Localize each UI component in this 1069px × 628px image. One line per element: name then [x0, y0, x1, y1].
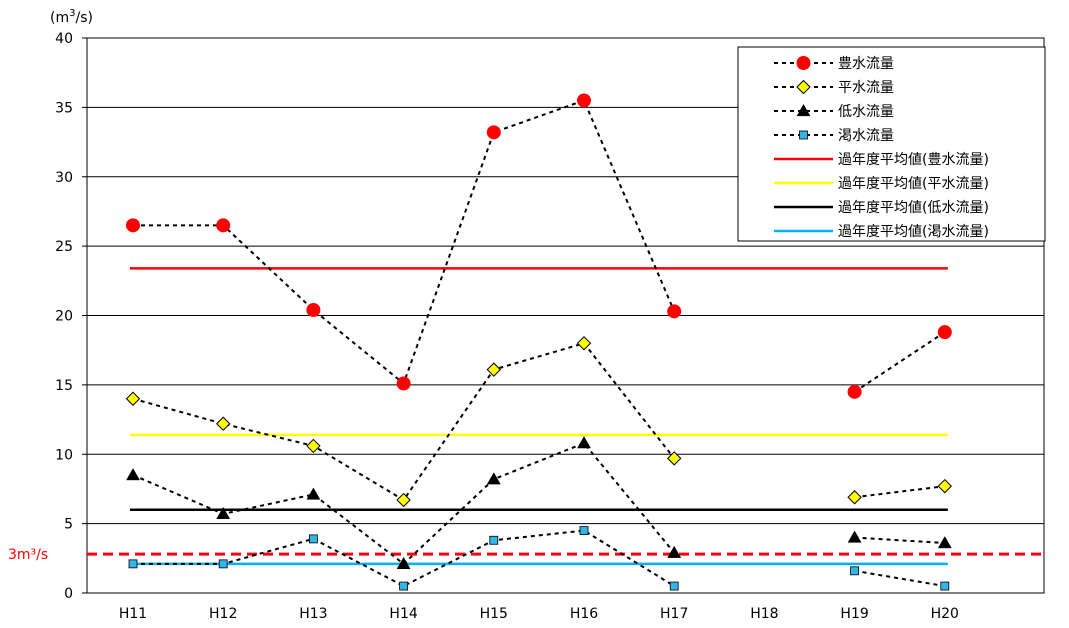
series-3-point-h12 — [218, 559, 228, 569]
series-1-point-h15 — [486, 362, 502, 377]
legend-item-1: 平水流量 — [774, 79, 894, 96]
reference-line: 3m³/s — [8, 547, 1044, 563]
y-tick-label-40: 40 — [55, 31, 73, 47]
legend-label-0: 豊水流量 — [838, 56, 894, 72]
series-3-point-h16 — [579, 526, 589, 535]
legend-swatch-marker-2 — [796, 103, 811, 117]
series-3 — [128, 526, 950, 591]
x-tick-label-h11: H11 — [119, 606, 147, 622]
series-1-point-h20 — [937, 478, 953, 494]
series-0-point-h14 — [396, 376, 411, 391]
y-tick-label-20: 20 — [55, 309, 73, 325]
series-2-point-h16 — [577, 436, 591, 449]
series-3-point-h14 — [399, 581, 409, 591]
series-2-point-h12 — [216, 506, 231, 520]
legend-label-4: 過年度平均値(豊水流量) — [838, 152, 989, 168]
y-axis-ticks: 0 5 10 15 20 25 30 35 40 — [55, 31, 87, 602]
legend-label-3: 渇水流量 — [838, 128, 894, 144]
y-tick-label-0: 0 — [64, 586, 73, 602]
legend-swatch-marker-0 — [796, 56, 811, 70]
series-0-point-h13 — [306, 302, 321, 317]
series-1-point-h12 — [215, 416, 231, 431]
series-2-point-h20 — [937, 536, 952, 549]
series-3-point-h11 — [128, 559, 138, 569]
series-1-point-h16 — [576, 336, 592, 351]
series-0-point-h16 — [577, 93, 591, 108]
series-2-point-h14 — [396, 556, 411, 569]
x-tick-label-h20: H20 — [931, 606, 959, 622]
legend-box — [737, 46, 1046, 242]
x-tick-label-h16: H16 — [570, 606, 598, 622]
series-0-point-h15 — [486, 125, 501, 140]
y-tick-label-35: 35 — [55, 100, 73, 116]
series-3-point-h20 — [940, 581, 950, 591]
legend-item-6: 過年度平均値(低水流量) — [774, 200, 989, 216]
y-tick-label-15: 15 — [55, 378, 73, 394]
series-3-point-h13 — [308, 534, 318, 544]
series-0 — [126, 93, 952, 399]
legend-item-4: 過年度平均値(豊水流量) — [774, 152, 989, 168]
y-axis-unit: (m3/s) — [50, 8, 93, 26]
legend-item-3: 渇水流量 — [774, 128, 894, 144]
legend-label-7: 過年度平均値(渇水流量) — [838, 224, 989, 240]
series-3-point-h17 — [669, 581, 679, 591]
series-2-point-h15 — [486, 472, 501, 485]
series-1 — [125, 336, 953, 508]
x-tick-label-h14: H14 — [389, 606, 417, 622]
series-3-point-h19 — [850, 566, 859, 576]
series-2-point-h17 — [667, 545, 682, 558]
series-2-point-h13 — [306, 487, 321, 500]
y-tick-label-5: 5 — [64, 517, 73, 533]
x-tick-label-h19: H19 — [840, 606, 868, 622]
series-1-point-h11 — [125, 391, 141, 406]
legend-label-2: 低水流量 — [838, 104, 894, 120]
legend-item-5: 過年度平均値(平水流量) — [774, 176, 989, 192]
series-0-point-h20 — [937, 325, 952, 340]
legend-swatch-marker-3 — [799, 130, 808, 140]
series-2-line-1 — [854, 536, 945, 545]
series-1-point-h13 — [306, 438, 321, 454]
legend-item-7: 過年度平均値(渇水流量) — [774, 224, 989, 240]
y-tick-label-25: 25 — [55, 239, 73, 255]
series-0-point-h19 — [847, 384, 862, 399]
y-tick-label-30: 30 — [55, 170, 73, 186]
series-0-line-1 — [854, 331, 946, 393]
legend-item-0: 豊水流量 — [774, 56, 894, 72]
x-tick-label-h13: H13 — [299, 606, 327, 622]
legend-label-6: 過年度平均値(低水流量) — [838, 200, 989, 216]
y-tick-label-10: 10 — [55, 447, 73, 463]
series-1-point-h19 — [847, 490, 862, 505]
x-axis-ticks: H11 H12 H13 H14 H15 H16 H17 H18 H19 H20 — [119, 606, 959, 622]
legend-label-1: 平水流量 — [838, 80, 894, 96]
series-1-point-h14 — [396, 492, 411, 508]
series-2-point-h11 — [126, 468, 140, 481]
reference-line-label: 3m³/s — [8, 547, 48, 563]
series-0-point-h12 — [216, 218, 231, 233]
series-group — [125, 93, 953, 591]
series-2-point-h19 — [847, 530, 862, 543]
series-2 — [126, 436, 952, 569]
series-0-point-h17 — [667, 304, 682, 319]
legend-label-5: 過年度平均値(平水流量) — [838, 176, 989, 192]
legend-item-2: 低水流量 — [774, 103, 894, 120]
series-3-point-h15 — [489, 535, 499, 545]
series-0-point-h11 — [126, 218, 140, 233]
legend-swatch-marker-1 — [796, 79, 811, 95]
x-tick-label-h15: H15 — [480, 606, 508, 622]
series-1-point-h17 — [666, 451, 682, 466]
x-tick-label-h17: H17 — [660, 606, 688, 622]
x-tick-label-h12: H12 — [209, 606, 237, 622]
series-1-line-1 — [854, 485, 945, 499]
x-tick-label-h18: H18 — [750, 606, 778, 622]
